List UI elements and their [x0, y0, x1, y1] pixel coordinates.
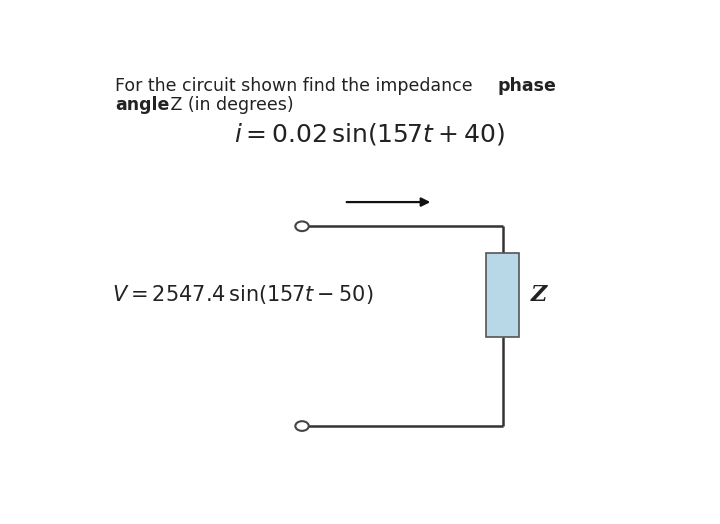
Text: phase: phase [498, 77, 557, 95]
Text: Z (in degrees): Z (in degrees) [166, 96, 294, 114]
Text: $V = 2547.4\,\sin(157t - 50)$: $V = 2547.4\,\sin(157t - 50)$ [112, 283, 374, 307]
Text: $i = 0.02\,\sin(157t + 40)$: $i = 0.02\,\sin(157t + 40)$ [234, 122, 504, 147]
Text: Z: Z [531, 284, 547, 306]
Text: For the circuit shown find the impedance: For the circuit shown find the impedance [115, 77, 478, 95]
Bar [486, 253, 518, 337]
Circle shape [295, 421, 309, 431]
Text: angle: angle [115, 96, 169, 114]
Circle shape [295, 222, 309, 231]
